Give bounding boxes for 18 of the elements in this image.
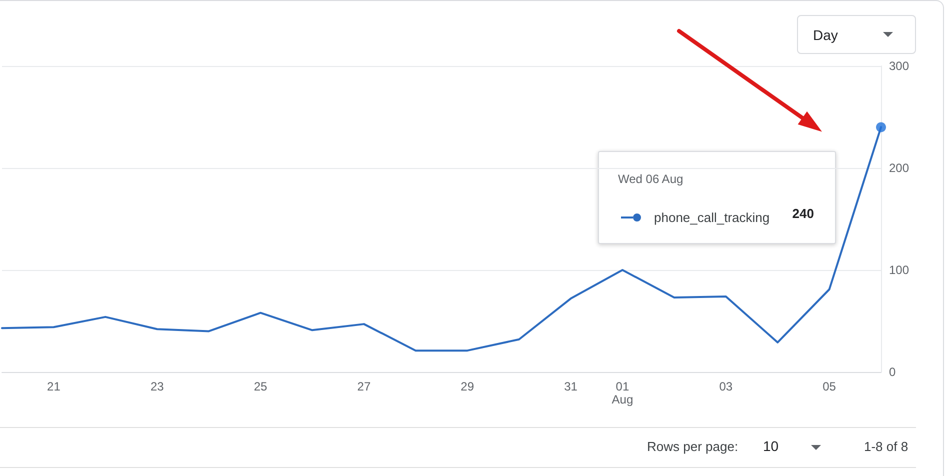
x-tick-label: 21	[47, 380, 61, 394]
table-footer: Rows per page: 10 1-8 of 8	[0, 427, 916, 468]
x-tick-label: 01 Aug	[612, 380, 634, 406]
legend-label: phone_call_tracking	[654, 210, 770, 225]
x-tick-label: 23	[150, 380, 164, 394]
x-tick-label: 27	[357, 380, 371, 394]
y-tick-label: 300	[889, 59, 910, 73]
x-tick-label: 29	[460, 380, 474, 394]
x-tick-label: 05	[822, 380, 836, 394]
x-tick-label: 03	[719, 380, 733, 394]
x-tick-label: 25	[254, 380, 268, 394]
annotation: Wed 06 Aug	[618, 172, 684, 186]
y-tick-label: 100	[889, 263, 910, 277]
y-tick-label: 200	[889, 161, 910, 175]
x-tick-label: 31	[564, 380, 578, 394]
y-tick-label: 0	[889, 365, 896, 379]
annotation: 240	[792, 206, 814, 221]
dropdown: Day	[797, 15, 916, 54]
